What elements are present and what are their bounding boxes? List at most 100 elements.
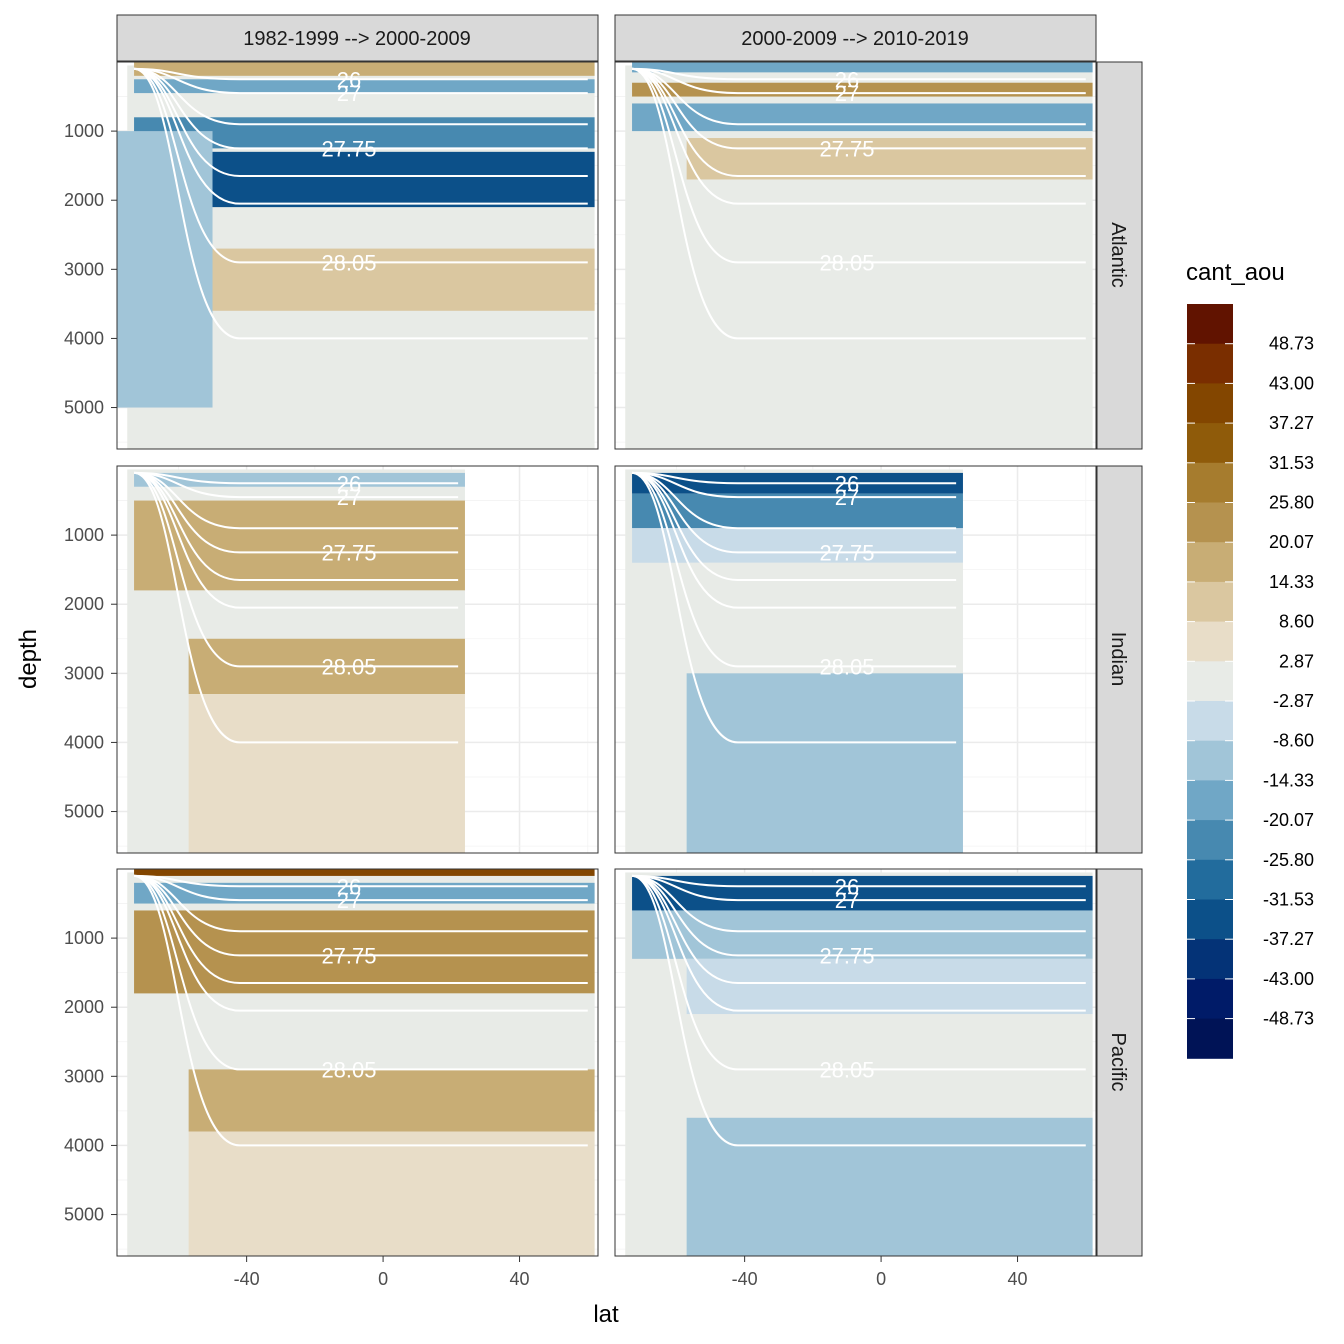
- isopycnal-line: [133, 874, 588, 1012]
- isopycnal-line: [134, 874, 588, 902]
- x-tick-label: 40: [510, 1269, 530, 1289]
- y-tick-label: 2000: [64, 190, 104, 210]
- y-tick-label: 3000: [64, 259, 104, 279]
- panels: 262727.7528.05262727.7528.05262727.7528.…: [116, 61, 1097, 1257]
- legend-swatch: [1187, 502, 1233, 543]
- axes: 1000200030004000500010002000300040005000…: [64, 121, 1028, 1289]
- row-strip-pacific-label: Pacific: [1107, 1033, 1129, 1092]
- field-band: [632, 528, 963, 563]
- y-tick-label: 5000: [64, 398, 104, 418]
- isopycnal-line: [134, 67, 588, 95]
- isopycnal-label: 27.75: [819, 943, 874, 968]
- isopycnal-line: [133, 874, 588, 1071]
- row-strip-pacific: Pacific: [1096, 868, 1143, 1257]
- field-band: [686, 1014, 1093, 1118]
- panel-border: [116, 868, 599, 1257]
- field-band: [134, 882, 595, 904]
- legend-label: 25.80: [1269, 493, 1314, 513]
- isopycnal-label: 26: [835, 471, 859, 496]
- field-band: [134, 500, 465, 591]
- legend-swatch: [1187, 939, 1233, 980]
- isopycnal-label: 28.05: [819, 1057, 874, 1082]
- y-axis-title: depth: [15, 629, 42, 689]
- legend-label: -31.53: [1263, 890, 1314, 910]
- legend-labels: 48.73 43.00 37.27 31.53 25.80 20.07 14.33 8.60 2…: [1263, 334, 1314, 1029]
- y-tick-label: 4000: [64, 732, 104, 752]
- legend-label: -2.87: [1273, 691, 1314, 711]
- isopycnal-line: [632, 471, 957, 582]
- legend-label: -8.60: [1273, 731, 1314, 751]
- legend-swatch: [1187, 542, 1233, 583]
- isopycnal-label: 27: [337, 81, 361, 106]
- isopycnal-line: [133, 471, 459, 609]
- field-band: [686, 138, 1093, 180]
- legend-label: 2.87: [1279, 651, 1314, 671]
- row-strip-atlantic-label: Atlantic: [1107, 222, 1129, 288]
- legend-swatch: [1187, 859, 1233, 900]
- legend-swatch: [1187, 978, 1233, 1020]
- isopycnal-line: [133, 874, 588, 1147]
- isopycnal-line: [632, 67, 1086, 178]
- column-strip-1-label: 1982-1999 --> 2000-2009: [243, 28, 470, 50]
- legend-label: 48.73: [1269, 334, 1314, 354]
- isopycnal-line: [631, 874, 1086, 1071]
- legend-swatch: [1187, 581, 1233, 623]
- isopycnal-label: 27: [835, 81, 859, 106]
- field-band: [686, 562, 963, 674]
- isopycnal-line: [134, 471, 459, 499]
- legend-swatch: [1187, 740, 1233, 781]
- legend-swatch: [1187, 1018, 1233, 1059]
- panel-border: [614, 868, 1097, 1257]
- isopycnal-line: [632, 67, 1086, 95]
- isopycnal-label: 26: [337, 67, 361, 92]
- isopycnal-line: [632, 471, 957, 499]
- legend-label: -20.07: [1263, 810, 1314, 830]
- isopycnal-label: 28.05: [321, 654, 376, 679]
- x-axis-title: lat: [593, 1301, 619, 1328]
- isopycnal-label: 27.75: [819, 540, 874, 565]
- isopycnal-label: 28.05: [321, 250, 376, 275]
- y-tick-label: 3000: [64, 1066, 104, 1086]
- isopycnal-line: [133, 471, 459, 744]
- legend-swatch: [1187, 780, 1233, 821]
- legend-label: 37.27: [1269, 413, 1314, 433]
- isopycnal-line: [631, 874, 1086, 1147]
- legend-swatch: [1187, 820, 1233, 861]
- isopycnal-label: 27: [337, 888, 361, 913]
- isopycnal-line: [631, 471, 957, 744]
- isopycnal-label: 26: [835, 874, 859, 899]
- field-band: [134, 62, 595, 76]
- row-strip-indian: Indian: [1096, 465, 1143, 854]
- legend-swatch: [1187, 899, 1233, 940]
- column-strip-1: 1982-1999 --> 2000-2009: [116, 14, 599, 62]
- y-tick-label: 5000: [64, 802, 104, 822]
- legend-label: -25.80: [1263, 850, 1314, 870]
- isopycnal-line: [631, 67, 1086, 264]
- field-band: [632, 62, 1093, 73]
- isopycnal-line: [631, 471, 957, 668]
- legend-label: -48.73: [1263, 1009, 1314, 1029]
- isopycnal-line: [134, 67, 588, 178]
- isopycnal-line: [631, 471, 957, 609]
- isopycnal-label: 27: [835, 485, 859, 510]
- field-band: [188, 694, 465, 853]
- x-tick-label: 0: [378, 1269, 388, 1289]
- field-band: [188, 248, 595, 311]
- isopycnal-line: [632, 874, 1086, 985]
- field-band: [134, 869, 595, 876]
- y-tick-label: 4000: [64, 328, 104, 348]
- legend-label: -37.27: [1263, 929, 1314, 949]
- field-band: [686, 958, 1093, 1015]
- y-tick-label: 5000: [64, 1205, 104, 1225]
- x-tick-label: 40: [1008, 1269, 1028, 1289]
- isopycnal-line: [134, 874, 588, 985]
